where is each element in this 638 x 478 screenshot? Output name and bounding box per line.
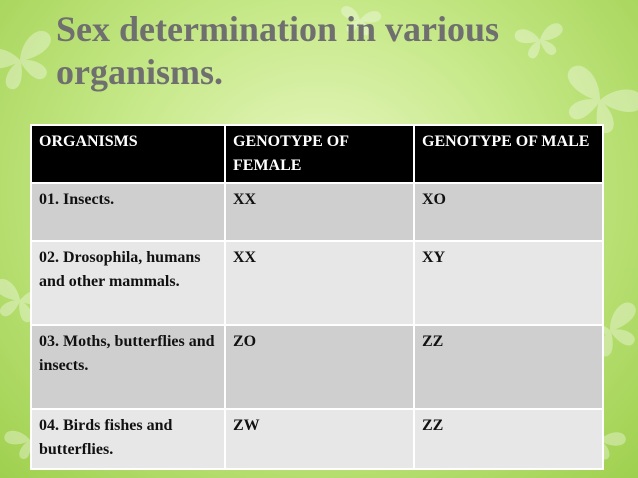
- cell-female-genotype: XX: [224, 182, 415, 242]
- sex-determination-table: ORGANISMS GENOTYPE OF FEMALE GENOTYPE OF…: [30, 124, 604, 470]
- cell-female-genotype: ZO: [224, 324, 415, 410]
- header-genotype-male: GENOTYPE OF MALE: [413, 124, 604, 184]
- slide-title-line-1: Sex determination in various: [56, 9, 500, 49]
- table-header-row: ORGANISMS GENOTYPE OF FEMALE GENOTYPE OF…: [30, 124, 604, 184]
- slide-title-line-2: organisms.: [56, 52, 224, 92]
- table-row: 04. Birds fishes and butterflies. ZW ZZ: [30, 408, 604, 470]
- table-row: 02. Drosophila, humans and other mammals…: [30, 240, 604, 326]
- cell-organism: 01. Insects.: [30, 182, 226, 242]
- cell-female-genotype: XX: [224, 240, 415, 326]
- cell-organism: 03. Moths, butterflies and insects.: [30, 324, 226, 410]
- cell-male-genotype: ZZ: [413, 408, 604, 470]
- table-row: 03. Moths, butterflies and insects. ZO Z…: [30, 324, 604, 410]
- header-genotype-female: GENOTYPE OF FEMALE: [224, 124, 415, 184]
- cell-female-genotype: ZW: [224, 408, 415, 470]
- butterfly-icon: [0, 28, 63, 97]
- header-organisms: ORGANISMS: [30, 124, 226, 184]
- cell-organism: 04. Birds fishes and butterflies.: [30, 408, 226, 470]
- cell-male-genotype: XY: [413, 240, 604, 326]
- cell-male-genotype: ZZ: [413, 324, 604, 410]
- slide-title: Sex determination in various organisms.: [56, 8, 616, 94]
- cell-organism: 02. Drosophila, humans and other mammals…: [30, 240, 226, 326]
- cell-male-genotype: XO: [413, 182, 604, 242]
- table-row: 01. Insects. XX XO: [30, 182, 604, 242]
